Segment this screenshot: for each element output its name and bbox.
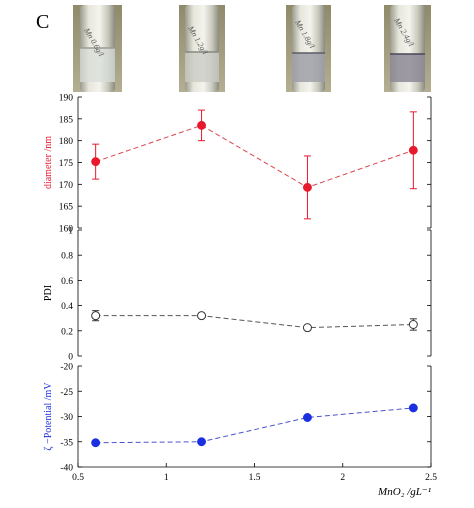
data-point — [303, 182, 312, 192]
x-tick-label: 1.5 — [249, 473, 261, 483]
y-tick-label: 0.4 — [61, 302, 73, 312]
vial-3: Mn 1.8g/l — [286, 5, 331, 92]
y-tick-label: 185 — [59, 115, 74, 125]
data-point — [91, 311, 101, 321]
chart-panel-3: -40 -35 -30 -25 -20 0.5 1 1.5 2 2.5 MnO₂ /gL⁻¹ ζ −P… — [43, 363, 437, 499]
y-tick-label: 165 — [59, 203, 74, 213]
data-point — [408, 320, 418, 329]
chart-panel-1: 160 165 170 175 180 185 190 diameter /nm — [43, 94, 432, 235]
data-point — [197, 311, 207, 321]
vial-2: Mn 1.2g/l — [179, 5, 225, 92]
y-tick-label: 170 — [59, 181, 74, 191]
data-point — [197, 120, 207, 130]
y-tick-label: -30 — [60, 413, 73, 423]
y-tick-label: 180 — [59, 137, 74, 147]
data-point — [408, 145, 418, 155]
series-line — [95, 124, 414, 188]
data-point — [408, 403, 418, 413]
data-point — [91, 157, 101, 167]
series-line — [95, 315, 414, 329]
y-tick-label: -20 — [60, 363, 73, 373]
vial-photos: Mn 0.6g/l Mn 1.2g/l Mn 1.8g/l Mn 2.4g/l — [73, 5, 431, 92]
x-tick-label: 2 — [340, 473, 345, 483]
x-tick-label: 2.5 — [425, 473, 437, 483]
chart-panel-2: 0 0.2 0.4 0.6 0.8 1 PDI — [43, 227, 432, 363]
data-point — [303, 413, 312, 422]
y-tick-label: -40 — [60, 464, 73, 474]
vial-4: Mn 2.4g/l — [384, 5, 431, 92]
y-tick-label: 0.8 — [61, 252, 73, 262]
data-point — [197, 437, 207, 447]
x-tick-label: 1 — [164, 473, 169, 483]
charts: 160 165 170 175 180 185 190 diameter /nm 0 0.2 0.4… — [43, 94, 437, 499]
y-tick-label: 160 — [59, 225, 74, 235]
y-tick-label: -25 — [60, 388, 73, 398]
y-tick-label: 190 — [59, 94, 74, 104]
y-tick-label: -35 — [60, 438, 73, 448]
y-axis-label: ζ −Potential /mV — [43, 382, 54, 451]
y-tick-label: 0.6 — [61, 277, 73, 287]
data-point — [302, 323, 312, 333]
y-tick-label: 175 — [59, 159, 74, 169]
y-tick-label: 1 — [68, 227, 73, 237]
vial-1: Mn 0.6g/l — [73, 5, 122, 92]
series-line — [95, 407, 414, 444]
x-tick-label: 0.5 — [72, 473, 84, 483]
y-axis-label: diameter /nm — [43, 136, 54, 189]
y-tick-label: 0 — [68, 353, 73, 363]
x-axis-label: MnO₂ /gL⁻¹ — [377, 486, 431, 498]
y-axis-label: PDI — [43, 285, 54, 301]
y-tick-label: 0.2 — [61, 327, 73, 337]
data-point — [91, 438, 101, 448]
panel-label: C — [36, 11, 49, 33]
